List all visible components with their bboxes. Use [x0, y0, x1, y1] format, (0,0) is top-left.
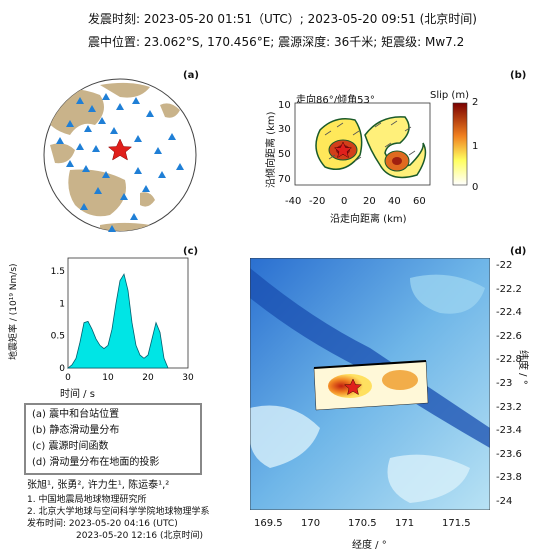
slip-colorbar: [452, 102, 468, 186]
panel-b-xtick-0: 0: [341, 196, 348, 207]
panel-d-ytick: -23: [496, 378, 513, 389]
epicenter-star-icon-map: [343, 378, 363, 396]
panel-b-ytick-50: 50: [278, 149, 291, 160]
panel-c-xlabel: 时间 / s: [60, 389, 95, 400]
panel-c-label: (c): [183, 246, 199, 257]
hypocenter-star-icon: [333, 141, 353, 159]
stf-area: [66, 273, 169, 369]
station-globe-map: [43, 78, 197, 232]
colorbar-title: Slip (m): [430, 90, 469, 101]
panel-d-ytick: -22: [496, 260, 513, 271]
panel-d-xtick: 171: [395, 518, 415, 529]
colorbar-tick-0: 0: [472, 182, 479, 193]
legend-item-a: (a) 震中和台站位置: [32, 409, 120, 420]
source-time-function-chart: 0 0.5 1 1.5 0 10 20 30: [51, 257, 194, 383]
slip-projection-map: [250, 258, 490, 510]
panel-b-xtick-60: 60: [413, 196, 426, 207]
panel-c-ylabel: 地震矩率 / (10¹⁹ Nm/s): [9, 263, 19, 360]
legend-item-c: (c) 震源时间函数: [32, 441, 109, 452]
panel-b-ytick-10: 10: [278, 100, 291, 111]
panel-d-ytick: -22.8: [496, 354, 522, 366]
origin-time-line: 发震时刻: 2023-05-20 01:51（UTC）; 2023-05-20 …: [88, 12, 477, 26]
panel-d-ytick: -24: [496, 496, 513, 507]
panel-d-xtick: 170: [301, 518, 321, 529]
slip-distribution-plot: [294, 102, 468, 186]
panel-d-ytick: -23.4: [496, 425, 522, 437]
panel-legend: (a) 震中和台站位置 (b) 静态滑动量分布 (c) 震源时间函数 (d) 滑…: [24, 403, 202, 475]
epicenter-line: 震中位置: 23.062°S, 170.456°E; 震源深度: 36千米; 矩…: [88, 35, 465, 49]
publish-time-beijing: 2023-05-20 12:16 (北京时间): [76, 531, 203, 541]
stf-xtick: 30: [182, 373, 194, 383]
panel-b-xtick-40: 40: [388, 196, 401, 207]
panel-d-xlabel: 经度 / °: [352, 540, 387, 551]
stf-ytick: 0.5: [51, 332, 65, 342]
panel-d-label: (d): [510, 246, 527, 257]
panel-b-ylabel: 沿倾向距离 (km): [266, 111, 277, 188]
panel-b-xtick--40: -40: [285, 196, 302, 207]
panel-a-label: (a): [183, 70, 199, 81]
panel-b-xtick--20: -20: [309, 196, 326, 207]
panel-d-ytick: -23.6: [496, 448, 522, 460]
panel-d-ytick: -22.4: [496, 307, 522, 319]
panel-d-ytick: -23.8: [496, 472, 522, 484]
stf-ytick: 1: [59, 299, 65, 309]
panel-d-ytick: -22.2: [496, 283, 522, 295]
panel-d-xtick: 169.5: [254, 518, 283, 529]
affiliation-1: 1. 中国地震局地球物理研究所: [27, 495, 147, 505]
stf-xtick: 10: [102, 373, 114, 383]
credits: 张旭¹, 张勇², 许力生¹, 陈运泰¹,² 1. 中国地震局地球物理研究所 2…: [27, 480, 209, 542]
publish-time-utc: 发布时间: 2023-05-20 04:16 (UTC): [27, 519, 178, 529]
legend-item-b: (b) 静态滑动量分布: [32, 425, 120, 436]
panel-b-title: 走向86°/倾角53°: [296, 95, 375, 106]
stf-xtick: 20: [142, 373, 154, 383]
panel-b-label: (b): [510, 70, 527, 81]
panel-b-xlabel: 沿走向距离 (km): [330, 214, 407, 225]
affiliation-2: 2. 北京大学地球与空间科学学院地球物理学系: [27, 507, 210, 517]
legend-item-d: (d) 滑动量分布在地面的投影: [32, 457, 160, 468]
epicenter-star-icon: [107, 138, 133, 161]
stf-ytick: 0: [59, 364, 65, 374]
panel-d-ytick: -23.2: [496, 401, 522, 413]
panel-d-xtick: 171.5: [442, 518, 471, 529]
colorbar-tick-1: 1: [472, 141, 479, 152]
panel-b-ytick-30: 30: [278, 124, 291, 135]
stf-xtick: 0: [65, 373, 71, 383]
panel-b-xtick-20: 20: [363, 196, 376, 207]
stf-ytick: 1.5: [51, 267, 65, 277]
panel-b-ytick-70: 70: [278, 174, 291, 185]
colorbar-tick-2: 2: [472, 97, 479, 108]
panel-d-ytick: -22.6: [496, 330, 522, 342]
station-markers: [56, 93, 184, 232]
panel-d-xtick: 170.5: [348, 518, 377, 529]
authors: 张旭¹, 张勇², 许力生¹, 陈运泰¹,²: [27, 480, 170, 491]
